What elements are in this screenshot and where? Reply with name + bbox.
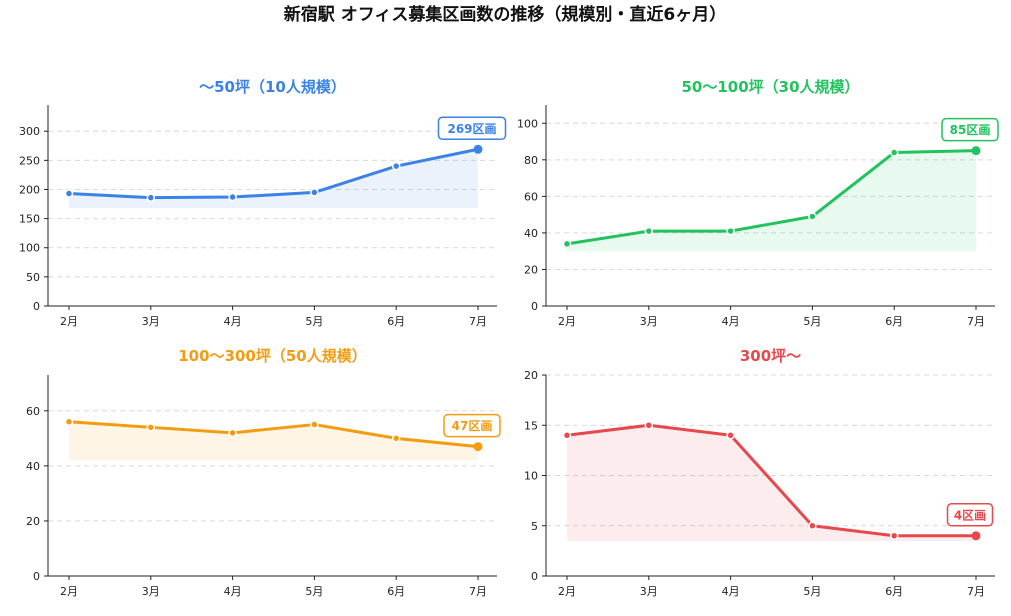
y-tick-label: 250 xyxy=(19,154,40,167)
y-tick-label: 200 xyxy=(19,183,40,196)
x-tick-label: 4月 xyxy=(224,315,242,328)
panel-title: 50〜100坪（30人規模） xyxy=(681,78,859,96)
data-point xyxy=(726,226,735,236)
y-tick-label: 80 xyxy=(524,154,538,167)
data-point xyxy=(310,188,319,197)
x-tick-label: 6月 xyxy=(387,315,405,328)
panel-title: 〜50坪（10人規模） xyxy=(199,78,346,96)
y-tick-label: 100 xyxy=(517,117,538,130)
x-tick-label: 4月 xyxy=(224,585,242,598)
x-tick-label: 7月 xyxy=(967,585,985,598)
value-badge-label: 269区画 xyxy=(447,122,496,136)
data-point xyxy=(228,192,237,202)
series-line xyxy=(565,423,978,538)
x-tick-label: 2月 xyxy=(558,315,576,328)
data-point xyxy=(391,161,401,171)
y-tick-label: 20 xyxy=(524,263,538,276)
data-point xyxy=(808,212,817,221)
chart-panel-2: 50〜100坪（30人規模） 0 20 40 60 80 100 2月 3月 4月 5月 6月 7月 85… xyxy=(517,78,999,328)
value-badge-label: 47区画 xyxy=(452,419,493,433)
x-tick-label: 6月 xyxy=(387,585,405,598)
series-line xyxy=(67,147,480,200)
data-point xyxy=(644,421,654,430)
y-tick-label: 60 xyxy=(524,190,538,203)
series-area xyxy=(69,421,478,461)
data-point xyxy=(64,417,74,427)
series-area xyxy=(567,425,976,541)
chart-panel-3: 100〜300坪（50人規模） 0 20 40 60 2月 3月 4月 5月 6月 7月 47区画 xyxy=(26,347,501,598)
data-point xyxy=(146,193,156,202)
x-tick-label: 5月 xyxy=(803,585,821,598)
y-tick-label: 50 xyxy=(26,271,40,284)
x-tick-label: 4月 xyxy=(722,585,740,598)
y-tick-label: 40 xyxy=(524,227,538,240)
x-tick-label: 3月 xyxy=(142,585,160,598)
y-tick-label: 10 xyxy=(524,470,538,483)
data-point xyxy=(473,442,483,452)
x-tick-label: 5月 xyxy=(803,315,821,328)
data-point xyxy=(562,239,572,249)
y-tick-label: 300 xyxy=(19,125,40,138)
y-tick-label: 150 xyxy=(19,213,40,226)
figure-title: 新宿駅 オフィス募集区画数の推移（規模別・直近6ヶ月） xyxy=(284,4,726,25)
y-tick-label: 5 xyxy=(531,520,538,533)
series-line xyxy=(565,149,978,246)
x-tick-label: 6月 xyxy=(885,585,903,598)
x-tick-label: 3月 xyxy=(640,315,658,328)
series-line xyxy=(67,420,480,449)
data-point xyxy=(310,420,319,429)
x-tick-label: 2月 xyxy=(60,315,78,328)
data-point xyxy=(889,148,899,157)
x-tick-label: 3月 xyxy=(142,315,160,328)
x-tick-label: 7月 xyxy=(469,585,487,598)
data-point xyxy=(889,531,899,541)
data-point xyxy=(64,189,74,198)
y-tick-label: 60 xyxy=(26,405,40,418)
data-point xyxy=(726,431,735,440)
data-point xyxy=(971,531,981,541)
y-tick-label: 0 xyxy=(33,300,40,313)
x-tick-label: 7月 xyxy=(469,315,487,328)
data-point xyxy=(228,428,237,438)
chart-panel-1: 〜50坪（10人規模） 0 50 100 150 200 250 300 2月 3月 4月 5月 6月 7… xyxy=(19,78,507,328)
value-badge xyxy=(941,117,999,142)
x-tick-label: 4月 xyxy=(722,315,740,328)
y-tick-label: 15 xyxy=(524,419,538,432)
panel-title: 100〜300坪（50人規模） xyxy=(178,347,367,365)
y-tick-label: 100 xyxy=(19,242,40,255)
y-tick-label: 0 xyxy=(531,570,538,583)
data-point xyxy=(971,146,981,156)
x-tick-label: 2月 xyxy=(558,585,576,598)
value-badge xyxy=(946,503,994,527)
data-point xyxy=(562,431,572,440)
series-area xyxy=(567,150,976,252)
x-tick-label: 5月 xyxy=(305,585,323,598)
data-point xyxy=(808,521,817,530)
x-tick-label: 5月 xyxy=(305,315,323,328)
value-badge-label: 4区画 xyxy=(954,508,986,522)
chart-panel-4: 300坪〜 0 5 10 15 20 2月 3月 4月 5月 6月 7月 4区画 xyxy=(524,347,995,598)
series-area xyxy=(69,149,478,209)
y-tick-label: 0 xyxy=(33,570,40,583)
y-tick-label: 20 xyxy=(524,369,538,382)
data-point xyxy=(473,144,483,154)
y-tick-label: 20 xyxy=(26,515,40,528)
panel-title: 300坪〜 xyxy=(740,347,801,365)
x-tick-label: 6月 xyxy=(885,315,903,328)
x-tick-label: 7月 xyxy=(967,315,985,328)
value-badge-label: 85区画 xyxy=(950,123,991,137)
value-badge xyxy=(443,413,501,438)
value-badge xyxy=(437,116,507,141)
data-point xyxy=(146,423,156,432)
data-point xyxy=(644,226,654,236)
y-tick-label: 0 xyxy=(531,300,538,313)
x-tick-label: 2月 xyxy=(60,585,78,598)
data-point xyxy=(391,434,401,443)
y-tick-label: 40 xyxy=(26,460,40,473)
x-tick-label: 3月 xyxy=(640,585,658,598)
